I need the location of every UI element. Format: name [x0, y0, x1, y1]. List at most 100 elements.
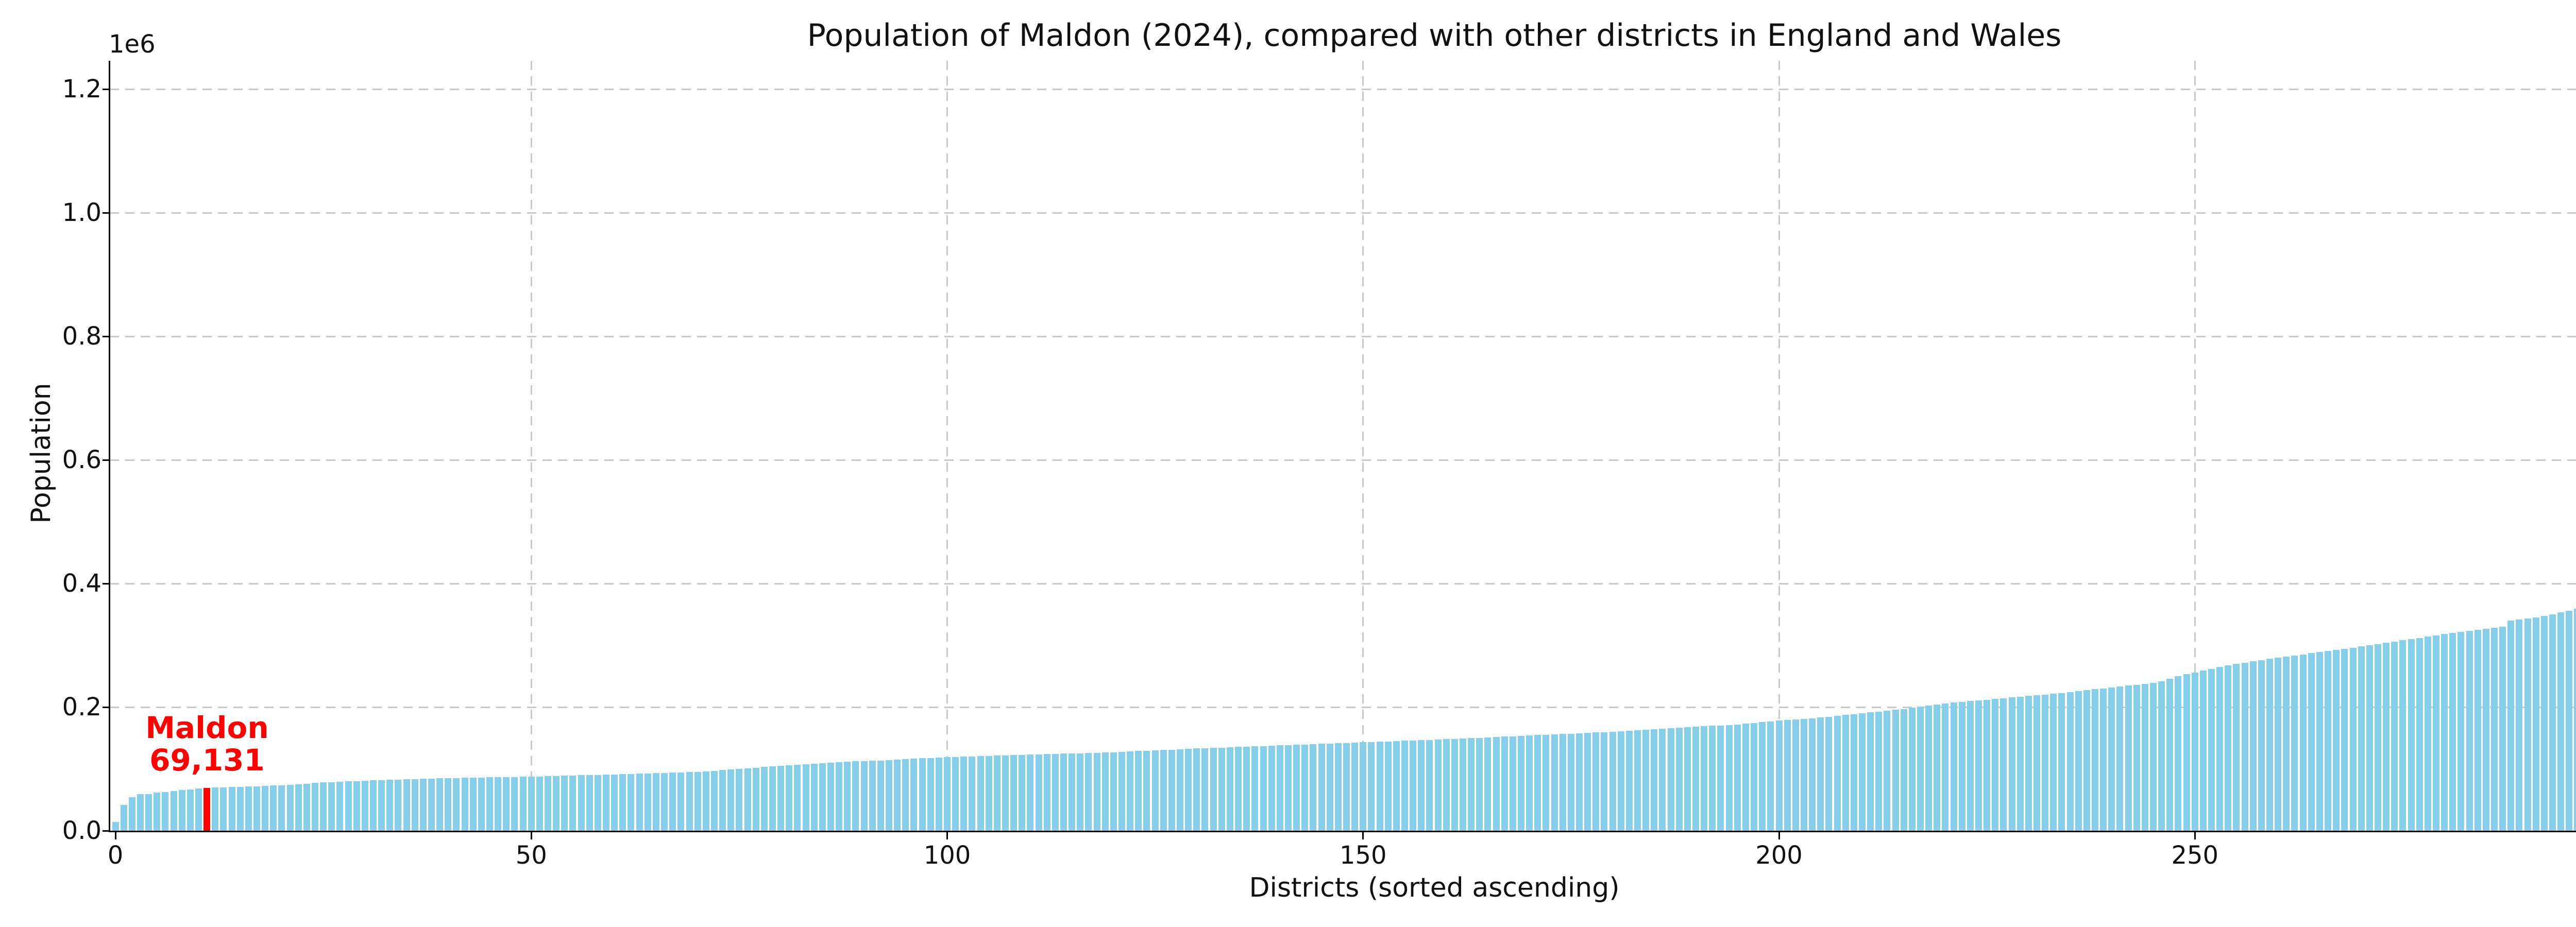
- bar: [977, 756, 984, 831]
- bar: [1850, 714, 1857, 831]
- bar: [1526, 735, 1533, 831]
- bar: [1301, 744, 1309, 831]
- bar: [686, 772, 693, 831]
- x-gridline: [946, 61, 948, 831]
- bar: [2524, 618, 2531, 831]
- bar: [1592, 732, 1600, 831]
- bar: [769, 766, 776, 831]
- bar: [1002, 755, 1009, 831]
- bar: [253, 786, 260, 831]
- bar: [369, 780, 377, 831]
- bar: [195, 788, 202, 831]
- y-tick-mark: [103, 212, 110, 214]
- bar: [1143, 750, 1150, 831]
- bar: [303, 783, 310, 831]
- bar: [1343, 743, 1350, 831]
- bar: [710, 770, 718, 831]
- bar: [1135, 751, 1142, 831]
- bar: [1035, 754, 1042, 831]
- bar: [1684, 727, 1691, 831]
- bar: [1085, 753, 1092, 831]
- bar: [345, 781, 352, 831]
- bar: [652, 773, 659, 831]
- bar: [1734, 724, 1741, 831]
- bar: [1393, 741, 1400, 831]
- highlighted-bar-maldon: [204, 788, 211, 831]
- bar: [2000, 698, 2007, 831]
- bar: [2325, 651, 2332, 831]
- bar: [2158, 681, 2165, 831]
- bar: [1567, 733, 1574, 831]
- chart-title: Population of Maldon (2024), compared wi…: [807, 18, 2062, 54]
- bar: [860, 761, 868, 831]
- bar: [2042, 694, 2049, 831]
- x-tick-label: 150: [1339, 841, 1387, 870]
- bar: [1384, 741, 1392, 831]
- bar: [1260, 746, 1267, 831]
- bar: [1717, 725, 1724, 831]
- bar: [320, 782, 327, 831]
- bar: [1360, 742, 1367, 831]
- bar: [1642, 730, 1650, 831]
- bar: [1609, 732, 1616, 831]
- bar: [786, 765, 793, 831]
- bar: [2316, 652, 2323, 831]
- bar: [2482, 628, 2489, 831]
- bar: [760, 767, 768, 831]
- bar: [245, 786, 252, 831]
- bar: [819, 763, 826, 831]
- bar: [2490, 627, 2498, 831]
- bar: [2008, 697, 2015, 831]
- bar: [2399, 640, 2406, 831]
- bar: [478, 777, 485, 831]
- bar: [2283, 656, 2290, 831]
- bar: [902, 759, 909, 831]
- bar: [154, 793, 161, 831]
- bar: [2532, 617, 2539, 831]
- bar: [1276, 745, 1283, 831]
- bar: [187, 789, 194, 831]
- bar: [2125, 685, 2132, 831]
- bar: [1892, 710, 1899, 831]
- bar: [419, 779, 427, 831]
- bar: [2150, 683, 2157, 831]
- bar: [2075, 691, 2082, 831]
- bar: [1751, 723, 1758, 831]
- bar: [1501, 736, 1508, 831]
- bar: [511, 777, 518, 831]
- bar: [2366, 645, 2373, 831]
- bar: [952, 757, 959, 831]
- y-gridline: [110, 459, 2576, 461]
- bar: [1019, 754, 1026, 831]
- bar: [1817, 717, 1824, 831]
- bar: [1576, 733, 1583, 831]
- bar: [927, 758, 934, 831]
- bar: [1675, 728, 1683, 831]
- bar: [885, 760, 892, 831]
- bar: [844, 762, 851, 831]
- bar: [1235, 747, 1242, 831]
- bar: [1093, 752, 1100, 831]
- bar: [1351, 743, 1359, 831]
- bar: [1767, 721, 1774, 831]
- bar: [1193, 748, 1200, 831]
- y-gridline: [110, 706, 2576, 708]
- bar: [1742, 724, 1749, 831]
- bar: [727, 769, 735, 831]
- bar: [1950, 702, 1957, 831]
- bar: [120, 805, 127, 831]
- bar: [1476, 737, 1483, 831]
- bar: [802, 764, 809, 831]
- bar: [2291, 655, 2298, 831]
- bar: [1185, 749, 1192, 831]
- bar: [2449, 633, 2456, 831]
- bar: [361, 780, 368, 831]
- y-gridline: [110, 88, 2576, 90]
- bar: [644, 773, 651, 831]
- y-tick-mark: [103, 88, 110, 90]
- bar: [2183, 674, 2190, 831]
- bar: [1692, 727, 1700, 831]
- x-tick-mark: [946, 832, 948, 839]
- bar: [2341, 648, 2348, 831]
- bar: [1584, 733, 1591, 831]
